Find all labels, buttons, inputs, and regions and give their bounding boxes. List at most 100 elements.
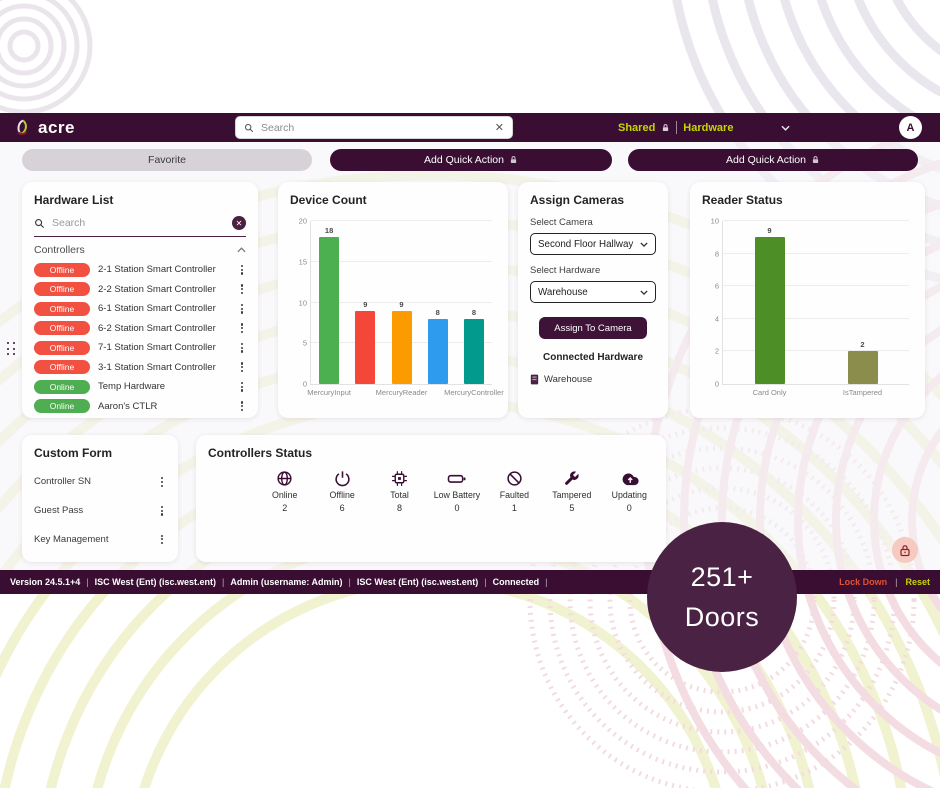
stat-offline: Offline 6 [317, 470, 366, 513]
hardware-row[interactable]: Offline 6-1 Station Smart Controller [34, 299, 246, 319]
hardware-select-value: Warehouse [538, 286, 588, 298]
add-quick-action-button-1[interactable]: Add Quick Action [330, 149, 612, 171]
hardware-row[interactable]: Offline 7-1 Station Smart Controller [34, 338, 246, 358]
assign-cameras-panel: Assign Cameras Select Camera Second Floo… [518, 182, 668, 418]
chevron-down-icon [640, 289, 648, 295]
hardware-row[interactable]: Offline 2-2 Station Smart Controller [34, 280, 246, 300]
hardware-row[interactable]: Offline 3-1 Station Smart Controller [34, 358, 246, 378]
wrench-icon [565, 471, 579, 485]
assign-to-camera-button[interactable]: Assign To Camera [539, 317, 647, 339]
status-badge: Online [34, 379, 90, 394]
avatar[interactable]: A [899, 116, 922, 139]
bar [463, 318, 484, 384]
clear-search-icon[interactable]: ✕ [232, 216, 246, 230]
hardware-row[interactable]: Offline 6-2 Station Smart Controller [34, 319, 246, 339]
hardware-row[interactable]: Online Aaron's CTLR [34, 397, 246, 417]
logo-text: acre [38, 117, 75, 137]
custom-form-row[interactable]: Controller SN [34, 475, 166, 489]
custom-form-panel: Custom Form Controller SN Guest Pass Key… [22, 435, 178, 562]
stat-total: Total 8 [375, 470, 424, 513]
bar [391, 310, 412, 384]
app-header: acre ✕ Shared Hardware A [0, 113, 940, 142]
camera-select[interactable]: Second Floor Hallway [530, 233, 656, 255]
stat-value: 6 [339, 503, 345, 513]
bar [319, 237, 340, 384]
hardware-row[interactable]: Offline 2-1 Station Smart Controller [34, 260, 246, 280]
custom-form-row[interactable]: Guest Pass [34, 504, 166, 518]
kebab-menu-icon[interactable] [238, 302, 246, 316]
stat-updating: Updating 0 [605, 470, 654, 513]
status-badge: Offline [34, 262, 90, 277]
doors-count: 251+ [690, 561, 754, 592]
drag-handle[interactable] [7, 342, 16, 356]
reset-button[interactable]: Reset [905, 577, 930, 587]
search-clear-icon[interactable]: ✕ [494, 122, 504, 134]
hardware-list-title: Hardware List [34, 193, 114, 207]
custom-form-label: Key Management [34, 533, 109, 545]
controllers-status-title: Controllers Status [208, 446, 313, 460]
battery-icon [447, 474, 466, 483]
dashboard-view-selector[interactable]: Shared Hardware [618, 113, 790, 142]
kebab-menu-icon[interactable] [238, 321, 246, 335]
status-segment: Connected | [492, 577, 548, 587]
hardware-list-panel: Hardware List ✕ Controllers Offline 2-1 … [22, 182, 258, 418]
acre-logo-icon [17, 119, 28, 135]
kebab-menu-icon[interactable] [238, 341, 246, 355]
kebab-menu-icon[interactable] [158, 504, 166, 518]
select-camera-label: Select Camera [530, 217, 593, 228]
kebab-menu-icon[interactable] [238, 380, 246, 394]
kebab-menu-icon[interactable] [238, 399, 246, 413]
chevron-down-icon [781, 125, 790, 131]
stat-label: Updating [611, 490, 647, 500]
controllers-status-panel: Controllers Status Online 2 Offline 6 [196, 435, 666, 562]
chevron-up-icon [237, 247, 246, 253]
hardware-name: 2-1 Station Smart Controller [98, 264, 216, 276]
kebab-menu-icon[interactable] [238, 263, 246, 277]
chip-icon [392, 471, 407, 486]
status-bar: Version 24.5.1+4 | ISC West (Ent) (isc.we… [0, 570, 940, 594]
kebab-menu-icon[interactable] [158, 533, 166, 547]
global-search[interactable]: ✕ [236, 117, 512, 138]
view-name: Hardware [683, 121, 734, 134]
status-bar-actions: Lock Down | Reset [839, 577, 930, 587]
blocked-icon [507, 471, 522, 486]
hardware-search[interactable]: ✕ [34, 216, 246, 237]
hardware-name: 3-1 Station Smart Controller [98, 361, 216, 373]
hardware-rows: Offline 2-1 Station Smart Controller Off… [34, 260, 246, 416]
stat-label: Faulted [499, 490, 530, 500]
power-icon [334, 471, 350, 487]
reader-status-title: Reader Status [702, 193, 783, 207]
acre-logo: acre [13, 118, 75, 138]
connected-hardware-item[interactable]: Warehouse [530, 374, 656, 385]
hardware-select[interactable]: Warehouse [530, 281, 656, 303]
hardware-device-icon [530, 374, 539, 385]
lock-fab-button[interactable] [892, 537, 918, 563]
stat-value: 8 [397, 503, 403, 513]
lock-icon [812, 156, 819, 163]
hardware-name: 7-1 Station Smart Controller [98, 342, 216, 354]
kebab-menu-icon[interactable] [158, 475, 166, 489]
custom-form-row[interactable]: Key Management [34, 533, 166, 547]
hardware-name: Aaron's CTLR [98, 400, 158, 412]
favorite-button[interactable]: Favorite [22, 149, 312, 171]
add-quick-action-button-2[interactable]: Add Quick Action [628, 149, 918, 171]
kebab-menu-icon[interactable] [238, 282, 246, 296]
hardware-row[interactable]: Online Temp Hardware [34, 377, 246, 397]
lock-down-button[interactable]: Lock Down [839, 577, 888, 587]
hardware-search-input[interactable] [52, 217, 225, 229]
status-segments: Version 24.5.1+4 | ISC West (Ent) (isc.we… [10, 577, 553, 587]
stat-low-battery: Low Battery 0 [432, 470, 481, 513]
global-search-input[interactable] [261, 121, 488, 134]
reader-status-panel: Reader Status 0 2 4 6 8 10 9 Card Only 2 IsTamper… [690, 182, 925, 418]
stat-label: Online [271, 490, 298, 500]
device-count-title: Device Count [290, 193, 367, 207]
shared-lock-icon [663, 123, 669, 131]
stat-faulted: Faulted 1 [490, 470, 539, 513]
kebab-menu-icon[interactable] [238, 360, 246, 374]
favorite-label: Favorite [148, 154, 186, 166]
shared-label: Shared [618, 121, 656, 134]
controllers-stats: Online 2 Offline 6 Total [260, 470, 654, 513]
controllers-group-header[interactable]: Controllers [34, 244, 246, 256]
add-quick-action-label: Add Quick Action [424, 154, 504, 166]
device-count-chart: 0 5 10 15 20 18 MercuryInput 9 9 MercuryReader 8 8 M… [298, 216, 504, 398]
